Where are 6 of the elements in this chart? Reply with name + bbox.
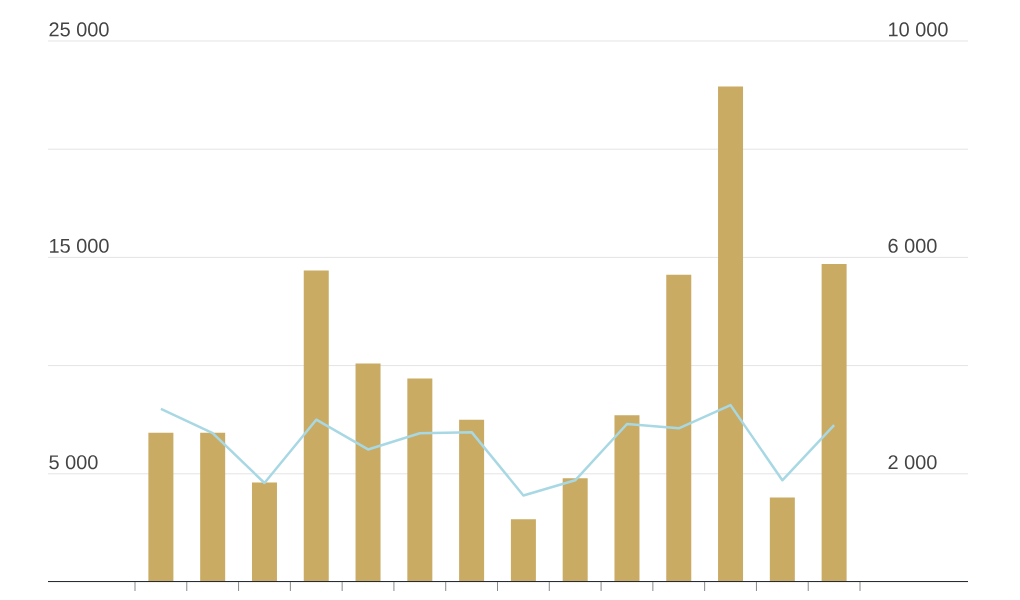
y2-tick-label: 10 000	[889, 22, 948, 37]
y-tick-label: 5 000	[49, 455, 98, 470]
y2-tick-label: 2 000	[888, 455, 937, 470]
y2-tick-label: 6 000	[888, 238, 937, 253]
y-tick-label: 25 000	[49, 22, 109, 37]
y-tick-label: 15 000	[50, 238, 109, 253]
